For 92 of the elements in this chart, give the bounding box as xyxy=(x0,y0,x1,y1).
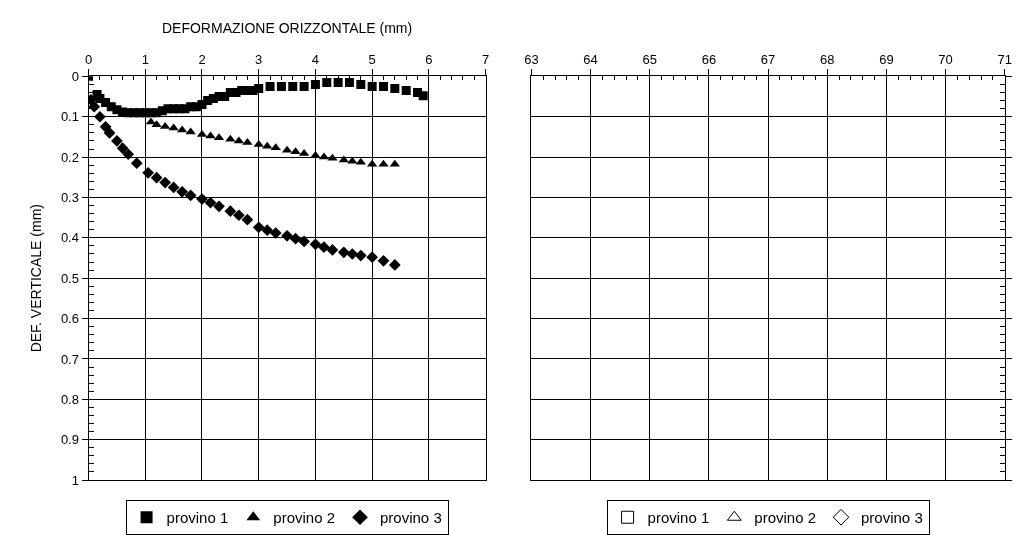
y-axis-title: DEF. VERTICALE (mm) xyxy=(28,204,45,353)
point xyxy=(103,127,116,139)
y-tick-label: 0.8 xyxy=(60,391,79,407)
point xyxy=(338,155,349,163)
point xyxy=(333,77,343,87)
point xyxy=(309,238,322,251)
point xyxy=(367,81,377,91)
point xyxy=(130,157,143,170)
x-tick-label: 65 xyxy=(642,52,657,68)
point xyxy=(289,232,302,245)
point xyxy=(213,200,225,213)
x-tick-label: 67 xyxy=(760,52,776,68)
point xyxy=(167,181,180,194)
point xyxy=(378,159,389,167)
y-tick-label: 0.1 xyxy=(60,109,79,125)
point xyxy=(290,147,301,155)
x-tick-label: 69 xyxy=(879,52,894,68)
y-tick-label: 0.6 xyxy=(60,311,79,327)
point xyxy=(418,91,428,101)
point xyxy=(176,185,188,198)
point xyxy=(142,167,154,179)
point xyxy=(276,81,286,91)
x-tick-label: 68 xyxy=(820,52,835,68)
point xyxy=(344,77,354,87)
x-tick-label: 71 xyxy=(997,52,1012,68)
point xyxy=(326,244,339,256)
y-tick-label: 0.5 xyxy=(60,270,79,286)
x-tick-label: 70 xyxy=(938,52,953,68)
point xyxy=(116,142,129,155)
point xyxy=(122,148,135,161)
point xyxy=(379,81,388,91)
point xyxy=(252,221,265,234)
point xyxy=(377,255,390,267)
point xyxy=(204,196,217,209)
legend-label: provino 2 xyxy=(273,509,336,527)
point xyxy=(388,259,401,271)
point xyxy=(337,246,350,259)
point xyxy=(94,110,106,123)
legend-label: provino 2 xyxy=(754,509,817,527)
point xyxy=(356,79,366,89)
point xyxy=(318,241,330,253)
point xyxy=(299,81,309,91)
point xyxy=(322,77,332,87)
point xyxy=(151,120,162,128)
point xyxy=(254,83,264,93)
x-tick-label: 5 xyxy=(368,52,376,68)
x-tick-label: 1 xyxy=(141,52,149,68)
legend-label: provino 1 xyxy=(647,509,710,527)
point xyxy=(111,135,123,147)
x-tick-label: 3 xyxy=(255,52,263,68)
point xyxy=(150,171,163,184)
y-tick-label: 1 xyxy=(71,472,79,488)
x-tick-label: 4 xyxy=(311,52,320,68)
point xyxy=(288,81,298,91)
y-tick-label: 0.4 xyxy=(60,230,79,246)
y-tick-label: 0.9 xyxy=(60,432,79,448)
point xyxy=(401,85,411,95)
legend-label: provino 3 xyxy=(380,509,442,527)
x-tick-label: 2 xyxy=(198,52,206,68)
point xyxy=(233,209,245,222)
y-tick-label: 0.3 xyxy=(60,190,79,206)
point xyxy=(298,235,310,248)
point xyxy=(88,100,101,113)
y-tick-label: 0.7 xyxy=(60,351,79,367)
point xyxy=(270,143,281,151)
point xyxy=(390,83,400,93)
point xyxy=(224,205,237,218)
x-tick-label: 6 xyxy=(425,52,433,68)
point xyxy=(265,81,275,91)
x-tick-label: 0 xyxy=(84,52,93,68)
point xyxy=(241,213,254,226)
x-axis-title: DEFORMAZIONE ORIZZONTALE (mm) xyxy=(161,19,413,36)
point xyxy=(310,150,321,158)
point xyxy=(184,189,197,202)
point xyxy=(354,249,367,262)
x-tick-label: 7 xyxy=(481,52,490,68)
point xyxy=(159,176,171,189)
x-tick-label: 66 xyxy=(701,52,717,68)
legend-label: provino 3 xyxy=(861,509,923,527)
point xyxy=(310,79,320,89)
y-tick-label: 0.2 xyxy=(60,149,79,165)
legend-label: provino 1 xyxy=(166,509,229,527)
point xyxy=(327,153,338,161)
x-tick-label: 64 xyxy=(583,52,598,68)
y-tick-label: 0 xyxy=(71,68,79,84)
point xyxy=(261,224,274,237)
point xyxy=(366,251,379,264)
point xyxy=(346,248,359,260)
x-tick-label: 63 xyxy=(524,52,539,68)
point xyxy=(269,227,282,239)
point xyxy=(281,229,293,242)
point xyxy=(225,134,236,142)
